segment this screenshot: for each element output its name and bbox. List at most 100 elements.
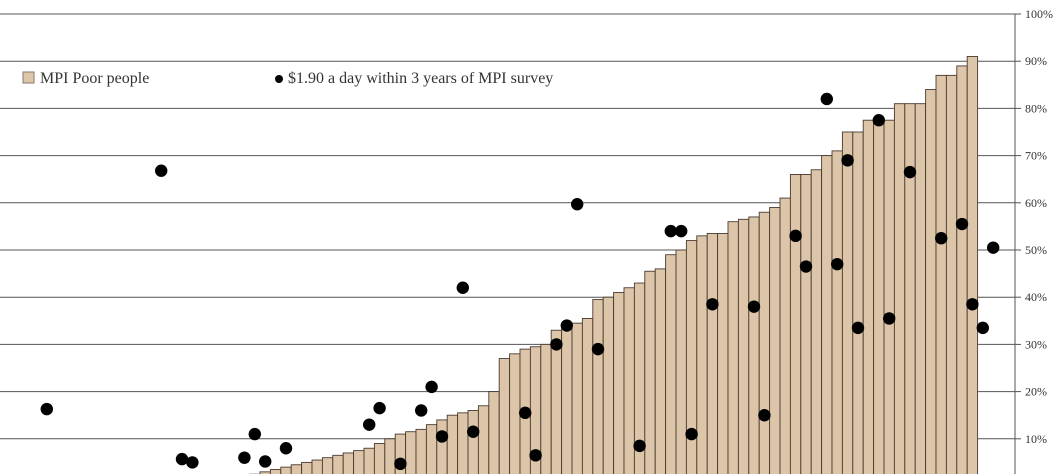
mpi-bar — [363, 447, 375, 474]
mpi-bar — [488, 391, 500, 474]
y-tick-label: 70% — [1025, 149, 1047, 163]
poverty-190-dot — [987, 241, 1000, 254]
mpi-bar — [290, 464, 303, 474]
mpi-bar — [384, 438, 396, 474]
mpi-bar — [644, 270, 656, 474]
mpi-poor-bars — [249, 56, 979, 474]
mpi-bar — [269, 469, 282, 474]
mpi-bar — [405, 431, 417, 474]
mpi-bar — [831, 150, 843, 474]
mpi-bar — [457, 412, 469, 474]
mpi-bar — [498, 358, 511, 474]
mpi-bar — [446, 414, 459, 474]
poverty-190-dot — [248, 427, 261, 441]
mpi-bar — [415, 428, 427, 474]
mpi-bar — [623, 287, 635, 474]
legend-dot-190 — [275, 75, 283, 83]
mpi-bar — [945, 74, 958, 474]
mpi-bar — [342, 452, 355, 474]
poverty-190-dot — [394, 457, 407, 471]
mpi-bar — [321, 457, 334, 474]
y-tick-label: 80% — [1025, 101, 1047, 115]
mpi-bar — [966, 56, 979, 474]
mpi-bar — [311, 459, 323, 474]
mpi-bar — [373, 443, 386, 474]
mpi-bar — [789, 174, 802, 474]
poverty-190-dot — [935, 232, 948, 245]
poverty-190-dot — [186, 456, 199, 469]
mpi-bar — [280, 466, 292, 474]
gridlines — [0, 13, 1015, 440]
poverty-190-dot — [831, 257, 844, 271]
poverty-190-dot — [955, 217, 969, 231]
y-tick-label: 30% — [1025, 337, 1047, 351]
mpi-bar — [904, 103, 916, 474]
mpi-bar — [509, 353, 521, 474]
y-tick-label: 20% — [1025, 385, 1047, 399]
legend-label-mpi: MPI Poor people — [40, 70, 149, 87]
y-tick-label: 90% — [1025, 54, 1047, 68]
poverty-190-dot — [571, 198, 584, 211]
mpi-bar — [332, 454, 344, 474]
mpi-bar — [696, 235, 708, 474]
poverty-190-dot — [175, 452, 189, 466]
mpi-bar — [717, 233, 729, 474]
mpi-bar — [769, 207, 781, 474]
poverty-190-dot — [373, 401, 386, 415]
mpi-bar — [810, 169, 823, 474]
mpi-bar — [748, 216, 760, 474]
poverty-190-dot — [685, 427, 698, 441]
mpi-bar — [301, 461, 313, 474]
poverty-190-dot — [675, 224, 688, 238]
mpi-bar — [852, 131, 864, 474]
mpi-bar — [706, 233, 719, 474]
mpi-bar — [727, 221, 739, 474]
legend-label-190: $1.90 a day within 3 years of MPI survey — [288, 70, 553, 87]
poverty-190-dot — [279, 442, 293, 455]
mpi-bar — [925, 89, 937, 474]
y-tick-label: 10% — [1025, 432, 1047, 446]
poverty-190-dot — [550, 338, 563, 351]
mpi-bar — [613, 292, 625, 474]
mpi-bar — [602, 296, 615, 474]
mpi-bar — [540, 343, 552, 474]
mpi-bar — [883, 119, 895, 474]
mpi-bar — [654, 268, 667, 474]
y-tick-label: 50% — [1025, 243, 1047, 257]
mpi-bar — [800, 174, 812, 474]
poverty-190-dot — [519, 406, 532, 420]
mpi-bar — [935, 74, 947, 474]
mpi-bar — [675, 249, 687, 474]
mpi-bar — [665, 254, 677, 474]
poverty-190-dot — [789, 229, 802, 243]
poverty-190-dot — [238, 451, 251, 464]
poverty-190-dot — [706, 298, 719, 311]
mpi-bar — [841, 131, 854, 474]
poverty-190-dot — [976, 321, 989, 335]
poverty-190-dot — [425, 380, 438, 394]
mpi-bar — [956, 65, 968, 474]
mpi-bar — [873, 119, 885, 474]
mpi-bar — [550, 329, 563, 474]
poverty-190-dot — [758, 409, 771, 422]
poverty-190-dot — [529, 449, 542, 462]
poverty-190-dot — [560, 319, 573, 332]
poverty-190-dot — [456, 281, 469, 294]
poverty-190-dot — [883, 312, 896, 325]
poverty-190-dot — [966, 298, 979, 311]
poverty-190-dot — [903, 165, 917, 179]
mpi-bar — [477, 405, 490, 474]
mpi-bar — [779, 197, 791, 474]
mpi-bar — [758, 211, 771, 474]
y-axis: 10% 20% 30% 40% 50% 60% 70% 80% 90% 100% — [1014, 7, 1053, 474]
y-tick-label: 40% — [1025, 290, 1047, 304]
mpi-bar — [571, 322, 583, 474]
poverty-190-dot — [664, 224, 677, 238]
y-tick-label: 60% — [1025, 196, 1047, 210]
y-tick-label: 100% — [1025, 7, 1053, 21]
mpi-bar — [353, 450, 365, 474]
mpi-bar — [259, 471, 271, 474]
poverty-190-dot — [799, 260, 813, 273]
poverty-190-dot — [155, 164, 168, 177]
